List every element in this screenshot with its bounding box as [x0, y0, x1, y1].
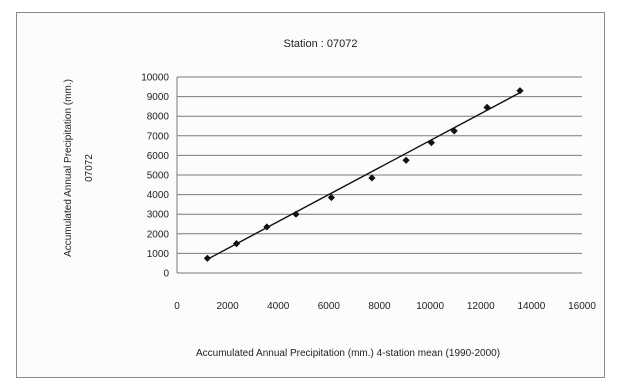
x-tick-label-8: 16000 — [568, 301, 596, 312]
x-tick-label-7: 14000 — [517, 301, 545, 312]
x-tick-label-1: 2000 — [217, 301, 240, 312]
data-point-6 — [402, 157, 409, 164]
y-tick-label-5: 5000 — [147, 171, 170, 182]
x-tick-label-3: 6000 — [318, 301, 341, 312]
data-point-3 — [292, 211, 299, 218]
y-tick-label-7: 7000 — [147, 131, 170, 142]
data-point-9 — [483, 104, 490, 111]
y-tick-label-1: 1000 — [147, 249, 170, 260]
x-tick-label-5: 10000 — [416, 301, 444, 312]
y-tick-label-8: 8000 — [147, 112, 170, 123]
x-tick-label-2: 4000 — [267, 301, 290, 312]
x-tick-label-4: 8000 — [368, 301, 391, 312]
y-tick-label-2: 2000 — [147, 229, 170, 240]
y-tick-label-0: 0 — [163, 269, 169, 280]
data-point-7 — [428, 139, 435, 146]
data-point-0 — [204, 255, 211, 262]
y-tick-label-6: 6000 — [147, 151, 170, 162]
y-tick-label-4: 4000 — [147, 190, 170, 201]
data-point-1 — [233, 240, 240, 247]
y-tick-label-10: 10000 — [141, 73, 169, 84]
y-tick-label-3: 3000 — [147, 210, 170, 221]
y-tick-label-9: 9000 — [147, 92, 170, 103]
x-tick-label-6: 12000 — [467, 301, 495, 312]
x-tick-label-0: 0 — [174, 301, 180, 312]
